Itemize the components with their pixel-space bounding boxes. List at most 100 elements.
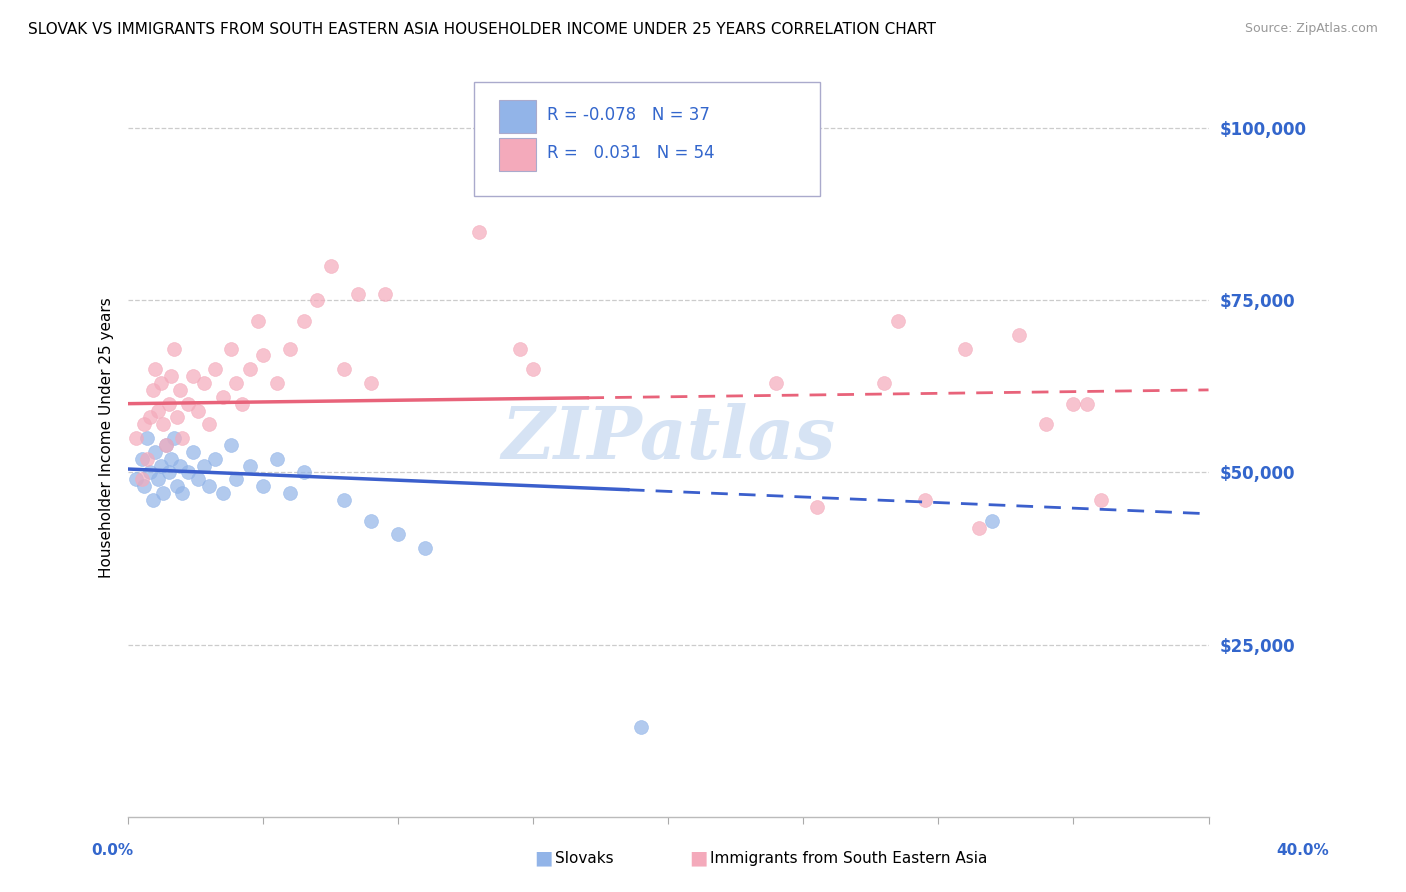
- Point: [219, 342, 242, 356]
- Point: [163, 431, 186, 445]
- Point: [157, 397, 180, 411]
- Point: [152, 417, 174, 432]
- Point: [231, 397, 253, 411]
- FancyBboxPatch shape: [499, 137, 536, 171]
- Text: Slovaks: Slovaks: [555, 851, 614, 865]
- Point: [181, 445, 204, 459]
- Point: [157, 466, 180, 480]
- Point: [160, 451, 183, 466]
- Point: [1063, 397, 1085, 411]
- Point: [522, 362, 544, 376]
- Point: [333, 493, 356, 508]
- Point: [360, 514, 382, 528]
- Point: [278, 342, 301, 356]
- Point: [143, 445, 166, 459]
- Point: [225, 472, 247, 486]
- Text: SLOVAK VS IMMIGRANTS FROM SOUTH EASTERN ASIA HOUSEHOLDER INCOME UNDER 25 YEARS C: SLOVAK VS IMMIGRANTS FROM SOUTH EASTERN …: [28, 22, 936, 37]
- Point: [149, 458, 172, 473]
- Point: [252, 479, 274, 493]
- Point: [981, 514, 1004, 528]
- Point: [278, 486, 301, 500]
- Point: [211, 390, 233, 404]
- Point: [509, 342, 531, 356]
- Text: Source: ZipAtlas.com: Source: ZipAtlas.com: [1244, 22, 1378, 36]
- Point: [292, 466, 315, 480]
- Point: [134, 417, 156, 432]
- Point: [176, 397, 198, 411]
- Point: [266, 376, 288, 390]
- Point: [630, 720, 652, 734]
- Point: [246, 314, 269, 328]
- Point: [806, 500, 828, 514]
- Point: [155, 438, 177, 452]
- Point: [146, 403, 169, 417]
- Point: [169, 383, 191, 397]
- Point: [967, 520, 990, 534]
- Point: [219, 438, 242, 452]
- Point: [181, 369, 204, 384]
- Point: [204, 362, 226, 376]
- Text: R = -0.078   N = 37: R = -0.078 N = 37: [547, 106, 710, 124]
- Point: [142, 493, 165, 508]
- Point: [131, 472, 153, 486]
- Point: [193, 376, 215, 390]
- Point: [172, 486, 194, 500]
- Point: [125, 431, 148, 445]
- Point: [160, 369, 183, 384]
- Point: [387, 527, 409, 541]
- Text: ■: ■: [689, 848, 707, 868]
- Point: [292, 314, 315, 328]
- Point: [134, 479, 156, 493]
- Point: [142, 383, 165, 397]
- Point: [198, 417, 221, 432]
- Point: [319, 259, 342, 273]
- Point: [266, 451, 288, 466]
- Text: Immigrants from South Eastern Asia: Immigrants from South Eastern Asia: [710, 851, 987, 865]
- Text: ZIPatlas: ZIPatlas: [502, 402, 835, 474]
- Point: [166, 410, 188, 425]
- Point: [1008, 327, 1031, 342]
- Point: [307, 293, 329, 308]
- Point: [211, 486, 233, 500]
- Point: [131, 451, 153, 466]
- Point: [176, 466, 198, 480]
- Point: [360, 376, 382, 390]
- Text: 40.0%: 40.0%: [1275, 843, 1329, 857]
- Point: [163, 342, 186, 356]
- Point: [136, 451, 159, 466]
- Point: [187, 472, 209, 486]
- Point: [415, 541, 437, 556]
- Point: [887, 314, 910, 328]
- Text: 0.0%: 0.0%: [91, 843, 134, 857]
- Point: [149, 376, 172, 390]
- Point: [204, 451, 226, 466]
- Point: [152, 486, 174, 500]
- Point: [139, 410, 162, 425]
- Point: [125, 472, 148, 486]
- Point: [136, 431, 159, 445]
- Text: ■: ■: [534, 848, 553, 868]
- Y-axis label: Householder Income Under 25 years: Householder Income Under 25 years: [100, 298, 114, 578]
- Point: [225, 376, 247, 390]
- Point: [765, 376, 787, 390]
- Point: [955, 342, 977, 356]
- Point: [146, 472, 169, 486]
- Point: [333, 362, 356, 376]
- Point: [198, 479, 221, 493]
- Point: [155, 438, 177, 452]
- Point: [1090, 493, 1112, 508]
- Point: [172, 431, 194, 445]
- Point: [873, 376, 896, 390]
- Point: [346, 286, 368, 301]
- Point: [374, 286, 396, 301]
- Point: [139, 466, 162, 480]
- FancyBboxPatch shape: [499, 100, 536, 133]
- Point: [468, 225, 491, 239]
- Point: [1076, 397, 1098, 411]
- Point: [169, 458, 191, 473]
- Point: [914, 493, 936, 508]
- Point: [193, 458, 215, 473]
- FancyBboxPatch shape: [474, 82, 820, 196]
- Point: [239, 458, 262, 473]
- Point: [239, 362, 262, 376]
